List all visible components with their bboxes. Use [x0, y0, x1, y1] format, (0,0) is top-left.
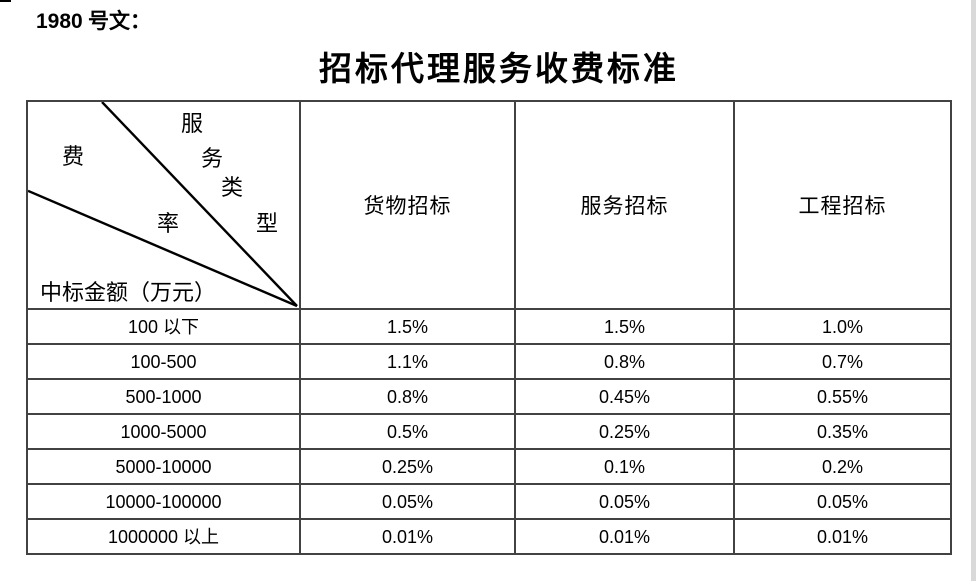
rate-cell: 0.25%	[299, 448, 516, 485]
amount-range-cell: 10000-100000	[26, 483, 301, 520]
rate-cell: 1.0%	[733, 308, 952, 345]
table-row: 100-500 1.1% 0.8% 0.7%	[26, 343, 952, 380]
rate-cell: 0.25%	[514, 413, 735, 450]
amount-range-cell: 100-500	[26, 343, 301, 380]
doc-number-suffix: 号文：	[82, 9, 151, 33]
corner-label-service-char1: 服	[180, 111, 204, 136]
rate-cell: 0.45%	[514, 378, 735, 415]
column-header-service-bidding: 服务招标	[514, 100, 735, 310]
rate-cell: 0.05%	[733, 483, 952, 520]
table-row: 5000-10000 0.25% 0.1% 0.2%	[26, 448, 952, 485]
rate-cell: 0.2%	[733, 448, 952, 485]
rate-cell: 0.5%	[299, 413, 516, 450]
table-header-row: 服 务 类 型 费 率 中标金额（万元） 货物招标 服务招标 工程招标	[26, 100, 952, 310]
scan-corner-mark	[0, 0, 11, 2]
amount-range-cell: 1000000 以上	[26, 518, 301, 555]
column-header-project-bidding: 工程招标	[733, 100, 952, 310]
corner-header-cell: 服 务 类 型 费 率 中标金额（万元）	[26, 100, 301, 310]
rate-cell: 0.7%	[733, 343, 952, 380]
rate-cell: 0.8%	[514, 343, 735, 380]
rate-cell: 0.1%	[514, 448, 735, 485]
rate-cell: 0.05%	[299, 483, 516, 520]
window-edge-strip	[971, 0, 976, 581]
rate-cell: 0.55%	[733, 378, 952, 415]
doc-reference-label: 1980 号文：	[36, 5, 151, 35]
amount-range-cell: 5000-10000	[26, 448, 301, 485]
rate-cell: 0.8%	[299, 378, 516, 415]
table-row: 1000000 以上 0.01% 0.01% 0.01%	[26, 518, 952, 555]
page-title: 招标代理服务收费标准	[319, 52, 679, 88]
doc-number: 1980	[36, 10, 83, 33]
rate-cell: 1.1%	[299, 343, 516, 380]
corner-label-rate-char: 率	[156, 211, 180, 236]
diagonal-divider-lines	[29, 103, 298, 307]
corner-label-fee-char: 费	[61, 144, 85, 169]
table-row: 100 以下 1.5% 1.5% 1.0%	[26, 308, 952, 345]
diagonal-line-lower	[29, 189, 298, 307]
corner-label-service-char2: 务	[200, 146, 224, 171]
rate-cell: 0.05%	[514, 483, 735, 520]
column-header-goods-bidding: 货物招标	[299, 100, 516, 310]
rate-cell: 0.01%	[733, 518, 952, 555]
fee-standard-table: 服 务 类 型 费 率 中标金额（万元） 货物招标 服务招标 工程招标 100 …	[26, 100, 952, 555]
rate-cell: 0.01%	[299, 518, 516, 555]
corner-label-amount: 中标金额（万元）	[40, 280, 217, 305]
table-row: 1000-5000 0.5% 0.25% 0.35%	[26, 413, 952, 450]
rate-cell: 0.01%	[514, 518, 735, 555]
corner-label-service-char3: 类	[220, 175, 244, 200]
rate-cell: 1.5%	[514, 308, 735, 345]
amount-range-cell: 100 以下	[26, 308, 301, 345]
rate-cell: 1.5%	[299, 308, 516, 345]
corner-label-service-char4: 型	[255, 211, 279, 236]
diagonal-line-upper	[101, 103, 298, 307]
rate-cell: 0.35%	[733, 413, 952, 450]
amount-range-cell: 500-1000	[26, 378, 301, 415]
table-row: 10000-100000 0.05% 0.05% 0.05%	[26, 483, 952, 520]
amount-range-cell: 1000-5000	[26, 413, 301, 450]
table-row: 500-1000 0.8% 0.45% 0.55%	[26, 378, 952, 415]
